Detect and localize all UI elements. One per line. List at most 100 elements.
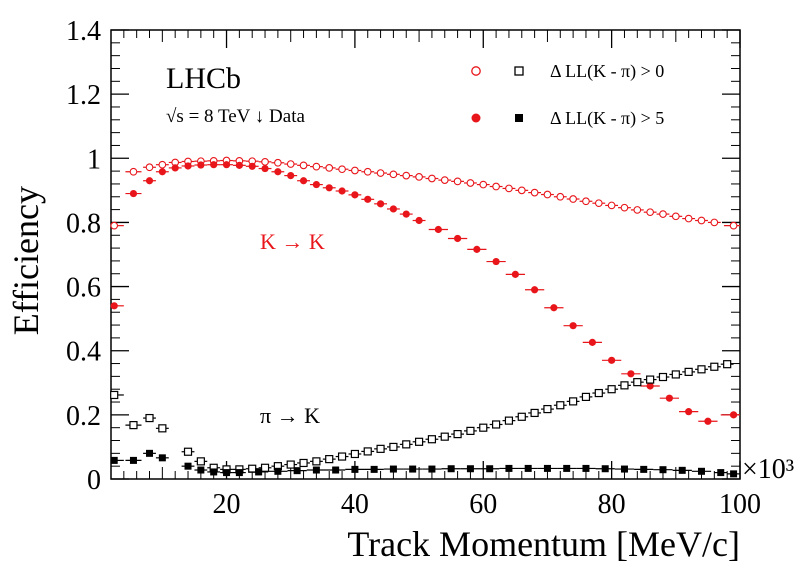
data-point [286,460,295,469]
data-point [704,417,712,425]
data-point [729,221,738,230]
data-point [440,432,449,441]
data-point [665,394,673,402]
data-point [376,444,385,453]
data-point [697,467,705,475]
data-point [697,216,706,225]
data-point [543,464,551,472]
y-axis-title: Efficiency [6,186,46,335]
data-point [730,470,738,478]
data-point [196,457,205,466]
data-point [402,171,411,180]
data-point [158,168,166,176]
data-point [447,465,455,473]
pion-to-kaon-label: π → K [260,403,320,428]
data-point [511,270,519,278]
data-point [364,195,372,203]
data-point [129,421,138,430]
x-tick-label: 100 [719,489,761,520]
data-point [594,388,603,398]
data-point [338,187,346,195]
data-point [569,397,578,406]
data-point [723,360,732,369]
data-point [261,157,269,166]
data-point [659,210,667,218]
data-point [338,165,346,174]
data-point [158,454,166,462]
y-tick-label: 1.2 [66,80,101,111]
data-point [479,180,488,189]
data-point [671,370,680,379]
data-point [627,370,635,378]
data-point [210,161,218,169]
data-point [479,423,488,432]
y-tick-label: 0.2 [66,401,101,432]
data-point [197,161,205,169]
data-point [183,447,193,456]
data-point [158,424,167,433]
data-point [729,411,738,419]
plot-area [110,156,740,478]
data-point [145,177,154,185]
legend-marker-red-filled [471,113,481,123]
data-point [646,382,654,390]
x-tick-label: 60 [469,489,497,520]
y-axis: 0 0.2 0.4 0.6 0.8 1 1.2 1.4 [66,16,740,496]
data-point [717,469,725,477]
experiment-label: LHCb [166,62,241,95]
data-point [434,225,442,234]
data-point [402,440,411,449]
data-point [235,161,243,169]
data-point [473,245,481,253]
series-2 [110,360,734,474]
data-point [492,420,501,429]
data-point [260,463,270,472]
data-point [409,465,417,473]
data-point [337,452,347,461]
data-point [299,458,308,468]
data-point [582,197,590,206]
data-point [376,200,385,208]
data-point [453,430,462,439]
data-point [325,455,334,464]
data-point [556,192,565,201]
data-point [530,188,539,197]
data-point [440,176,449,184]
data-point [504,416,514,425]
data-point [325,164,334,172]
data-point [684,367,693,376]
data-point [582,464,590,472]
legend: Δ LL(K - π) > 0 Δ LL(K - π) > 5 [471,61,664,129]
data-point [710,218,719,227]
data-point [466,465,474,473]
data-point [608,356,616,364]
data-point [594,199,603,208]
data-point [505,464,513,472]
data-point [351,166,359,175]
data-point [389,442,398,452]
data-point [543,190,552,199]
data-point [466,179,475,187]
y-tick-label: 1.4 [66,16,101,47]
data-point [129,167,138,176]
data-point [543,404,552,414]
data-point [646,208,654,217]
data-point [607,201,616,210]
data-point [646,375,655,384]
x-tick-label: 40 [341,489,369,520]
data-point [145,163,154,172]
data-point [620,381,629,390]
data-point [184,162,192,170]
plot-border [110,29,741,480]
data-point [171,164,179,172]
data-point [110,390,119,400]
plot-frame [110,29,741,480]
data-point [370,465,378,473]
data-point [110,456,118,464]
series-1 [110,161,740,425]
kaon-to-kaon-label: K → K [260,229,325,254]
data-point [466,426,475,435]
data-point [658,372,668,382]
data-point [389,170,398,179]
data-point [255,468,263,476]
